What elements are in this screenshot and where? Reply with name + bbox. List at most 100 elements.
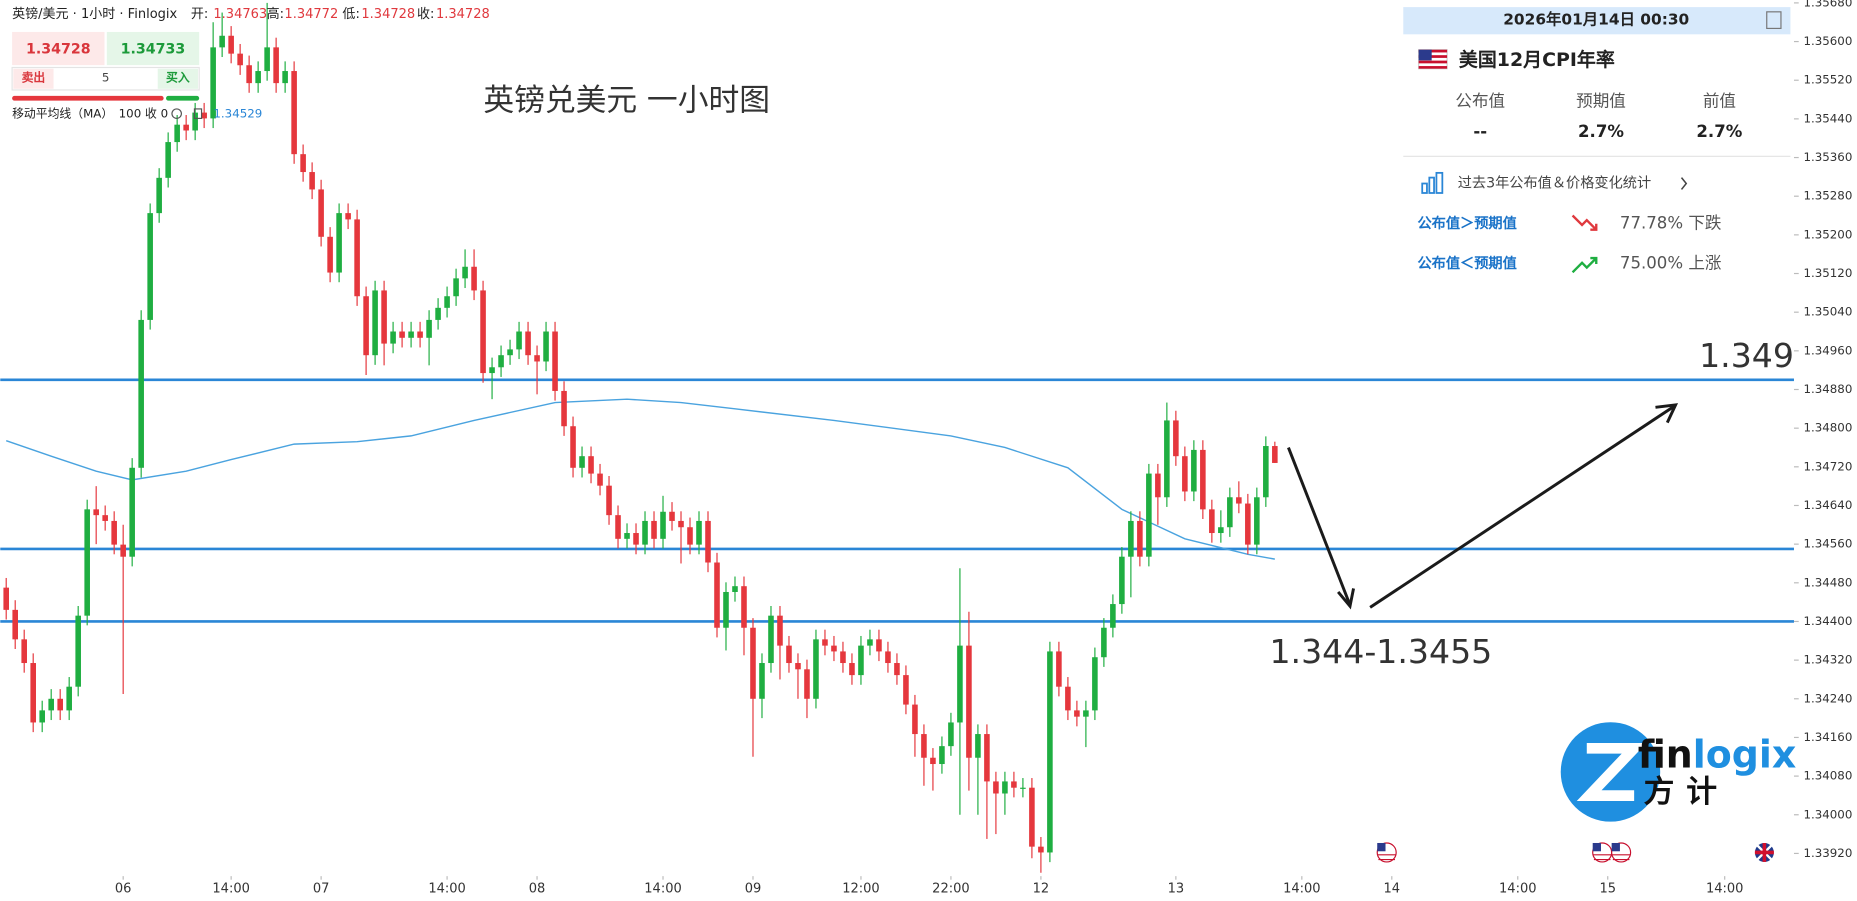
candle-body [21, 639, 27, 664]
candle-body [678, 520, 684, 528]
down-icon-head [1590, 223, 1598, 231]
candle-body [1119, 556, 1125, 605]
indicator-value: 1.34529 [213, 106, 262, 120]
candle-body [111, 520, 117, 545]
y-tick-label: 1.35120 [1803, 266, 1852, 280]
candle-body [903, 675, 909, 705]
us-flag-marker[interactable] [1592, 842, 1613, 863]
candle-body [408, 331, 414, 338]
candle-body [570, 426, 576, 468]
candle-body [1209, 509, 1215, 534]
x-tick-label: 14:00 [212, 882, 250, 897]
candle-body [300, 154, 306, 173]
y-tick-label: 1.34560 [1803, 537, 1852, 551]
candle-body [48, 698, 54, 711]
ohlc-label: 高: [267, 6, 284, 22]
calendar-icon[interactable] [1766, 11, 1782, 30]
candle-body [354, 219, 360, 297]
candle-body [858, 645, 864, 676]
y-tick-label: 1.34720 [1803, 459, 1852, 473]
logo-cn: 方计 [1644, 774, 1729, 810]
candle-body [876, 639, 882, 652]
x-tick-label: 06 [115, 882, 132, 897]
candle-body [1200, 449, 1206, 510]
candle-body [930, 757, 936, 765]
candle-body [255, 71, 261, 84]
x-tick-label: 12 [1033, 882, 1050, 897]
sell-label: 卖出 [22, 71, 46, 85]
candle-body [1146, 473, 1152, 557]
sell-box[interactable] [12, 31, 105, 66]
candle-body [588, 456, 594, 474]
candle-body [399, 331, 405, 338]
column-value: 2.7% [1696, 122, 1742, 141]
event-panel: 2026年01月14日 00:30 美国12月CPI年率 公布值 预期值 前值 … [1403, 7, 1791, 274]
candle-body [489, 367, 495, 374]
y-tick-label: 1.34800 [1803, 421, 1852, 435]
us-flag-marker[interactable] [1376, 842, 1397, 863]
ohlc-value: 1.34763 [213, 7, 267, 22]
candle-body [156, 177, 162, 214]
symbol-header: 英镑/美元 · 1小时 · Finlogix 开: 1.34763 高: 1.3… [12, 6, 490, 22]
buy-label: 买入 [166, 71, 190, 85]
candle-body [39, 710, 45, 723]
x-tick-label: 09 [745, 882, 762, 897]
candle-body [1218, 527, 1224, 534]
y-tick-label: 1.35040 [1803, 305, 1852, 319]
candle-body [273, 47, 279, 84]
y-tick-label: 1.35200 [1803, 227, 1852, 241]
y-tick-label: 1.35600 [1803, 34, 1852, 48]
candle-body [894, 663, 900, 676]
candle-body [849, 663, 855, 676]
candle-body [120, 544, 126, 557]
sell-button[interactable] [13, 68, 54, 89]
candle-body [264, 47, 270, 72]
candle-body [57, 698, 63, 711]
y-tick-label: 1.35440 [1803, 111, 1852, 125]
candle-body [687, 527, 693, 545]
ohlc-label: 开: [191, 7, 208, 22]
buy-button[interactable] [157, 68, 198, 89]
y-tick-label: 1.35680 [1803, 0, 1852, 9]
candle-body [831, 645, 837, 652]
buy-box[interactable] [106, 31, 200, 66]
candle-body [1173, 420, 1179, 457]
candle-body [786, 645, 792, 664]
symbol: 英镑/美元 · 1小时 · Finlogix [12, 6, 177, 22]
forecast-arrows [1287, 403, 1679, 610]
x-tick-label: 15 [1599, 882, 1616, 897]
candle-body [1074, 710, 1080, 717]
candle-body [1092, 657, 1098, 711]
candle-body [912, 704, 918, 735]
candle-body [948, 722, 954, 747]
candle-body [1038, 846, 1044, 853]
stats-link[interactable]: 过去3年公布值＆价格变化统计 [1458, 176, 1651, 192]
candle-body [75, 615, 81, 687]
candle-body [1245, 503, 1251, 545]
candle-body [219, 35, 225, 48]
candle-body [102, 515, 108, 521]
us-flag [1418, 49, 1448, 70]
annotation: 1.349 [1699, 336, 1794, 375]
candle-body [66, 686, 72, 711]
delete-icon[interactable] [193, 108, 203, 119]
candle-body [597, 473, 603, 486]
candle-body [984, 734, 990, 782]
us-flag-marker[interactable] [1611, 842, 1632, 863]
x-tick-label: 14:00 [1706, 882, 1744, 897]
candle-body [1047, 651, 1053, 853]
chart-title: 英镑兑美元 一小时图 [483, 82, 770, 118]
stats-result: 77.78% 下跌 [1620, 213, 1722, 232]
settings-icon[interactable] [171, 108, 183, 119]
candle-body [363, 296, 369, 356]
y-tick-label: 1.34400 [1803, 614, 1852, 628]
candle-body [228, 35, 234, 54]
sell-ratio-bar [12, 95, 164, 101]
candle-body [309, 172, 315, 190]
candle-body [480, 290, 486, 374]
trade-widget: 1.34728 1.34733 卖出 5 买入 [11, 31, 200, 101]
candle-body [291, 71, 297, 155]
event-flags [1376, 842, 1774, 863]
uk-flag-marker[interactable] [1754, 842, 1774, 862]
